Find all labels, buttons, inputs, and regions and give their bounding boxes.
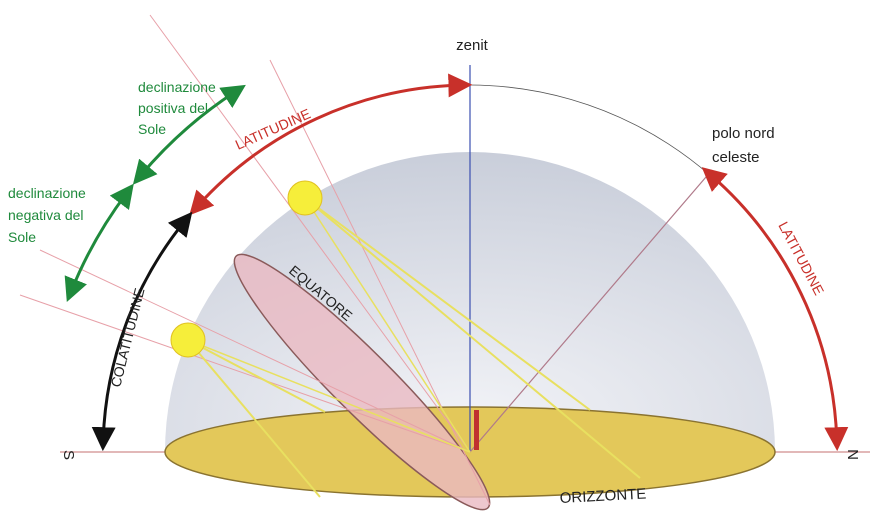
declination-label: Sole	[8, 229, 36, 245]
sun-ray	[304, 197, 641, 479]
horizon-label: ORIZZONTE	[559, 485, 646, 507]
geometry	[19, 14, 870, 511]
declination-label: negativa del	[8, 207, 84, 223]
angle-arc	[64, 183, 134, 303]
latitude-label: LATITUDINE	[233, 105, 313, 152]
sun-ray	[304, 197, 591, 411]
north-label: N	[845, 449, 862, 460]
angle-arc	[91, 211, 193, 452]
pole-label: celeste	[712, 149, 760, 166]
sun-ray	[187, 339, 326, 413]
south-label: S	[60, 450, 77, 460]
zenith-label: zenit	[456, 37, 489, 54]
polar-axis	[469, 169, 713, 453]
sun-ray	[187, 339, 321, 498]
equator-plane	[233, 253, 491, 511]
declination-label: declinazione	[138, 79, 216, 95]
sun-ray	[187, 339, 471, 453]
sun	[170, 322, 206, 358]
angle-arc	[132, 84, 246, 185]
declination-label: Sole	[138, 121, 166, 137]
declination-label: declinazione	[8, 185, 86, 201]
sun-ray	[304, 197, 471, 453]
angle-arc	[701, 167, 849, 452]
observer	[474, 410, 479, 450]
declination-label: positiva del	[138, 100, 208, 116]
sun	[287, 180, 323, 216]
pole-label: polo nord	[712, 125, 775, 142]
